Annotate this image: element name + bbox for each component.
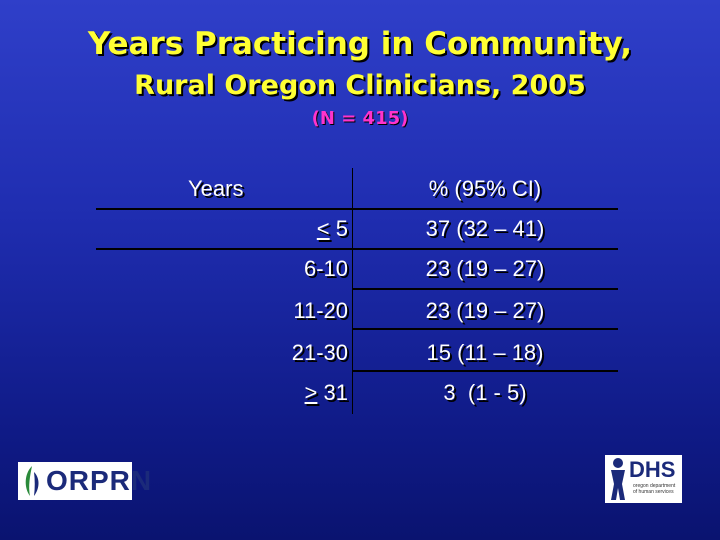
table-row-years: 6-10: [303, 256, 348, 281]
row-rule: [96, 248, 618, 250]
dhs-logo: DHS oregon department of human services: [605, 455, 682, 503]
years-table: Years % (95% CI) < 5 37 (32 – 41) 6-10 2…: [96, 168, 618, 414]
table-row-percent: 37 (32 – 41): [425, 216, 545, 241]
table-row-percent: 3 (1 - 5): [443, 380, 527, 405]
orprn-logo: ORPRN: [18, 462, 151, 500]
table-row-years: < 5: [188, 216, 348, 242]
row-rule: [352, 370, 618, 372]
column-divider: [352, 168, 353, 414]
table-row-percent: 15 (11 – 18): [426, 340, 544, 365]
years-value: 31: [317, 380, 348, 405]
column-header-years: Years: [188, 176, 244, 201]
table-row-percent: 23 (19 – 27): [425, 298, 545, 323]
less-than-symbol: <: [316, 216, 330, 241]
table-row-percent: 23 (19 – 27): [425, 256, 545, 281]
dhs-logo-subtext: oregon department of human services: [633, 483, 676, 495]
row-rule: [352, 328, 618, 330]
header-rule: [96, 208, 618, 210]
table-row-years: 21-30: [291, 340, 348, 365]
dhs-logo-text: DHS: [629, 457, 676, 482]
column-header-percent: % (95% CI): [428, 176, 542, 201]
leaf-icon: [25, 466, 39, 496]
orprn-logo-text: ORPRN: [46, 465, 153, 496]
greater-than-symbol: >: [304, 380, 318, 405]
page-subtitle: Rural Oregon Clinicians, 2005: [134, 70, 586, 101]
table-row-years: > 31: [188, 380, 348, 406]
sample-size: (N = 415): [311, 108, 409, 129]
person-icon: [611, 458, 625, 500]
row-rule: [352, 288, 618, 290]
page-title: Years Practicing in Community,: [87, 26, 633, 62]
years-value: 5: [329, 216, 348, 241]
table-row-years: 11-20: [293, 298, 348, 323]
